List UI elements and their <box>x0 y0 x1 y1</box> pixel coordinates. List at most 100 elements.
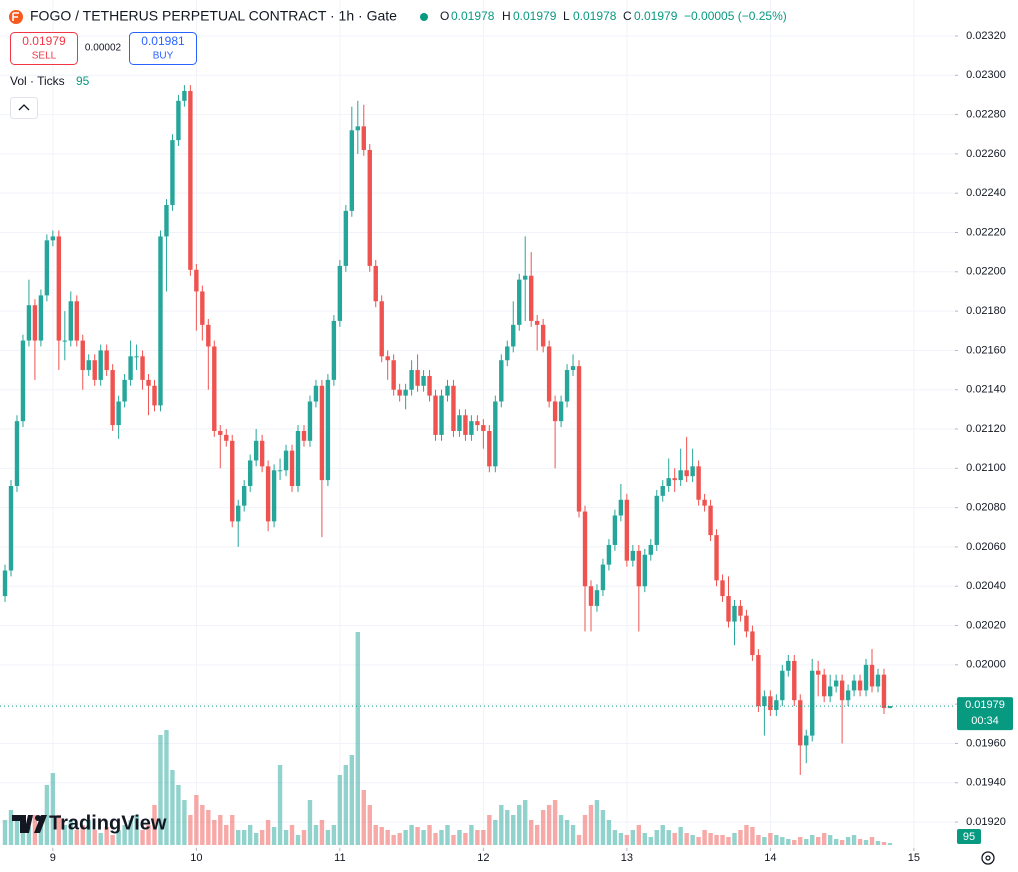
candle-body <box>110 370 115 426</box>
watermark: TradingView <box>12 812 167 834</box>
axes: 0.019200.019400.019600.019800.020000.020… <box>0 30 1006 864</box>
volume-bar <box>86 820 91 845</box>
volume-bar <box>176 785 181 845</box>
volume-bar <box>821 833 827 845</box>
volume-bar <box>224 825 229 845</box>
candle-body <box>648 544 653 555</box>
candle-body <box>821 674 827 697</box>
volume-bar <box>487 815 492 845</box>
candle-body <box>678 470 683 481</box>
candle-body <box>116 401 121 426</box>
candle-body <box>409 370 414 390</box>
volume-bar <box>833 839 839 845</box>
volume-bar <box>427 825 432 845</box>
candle-body <box>690 466 695 477</box>
volume-bar <box>367 805 372 845</box>
candle-body <box>768 696 773 711</box>
candle-body <box>307 401 313 441</box>
y-tick-label: 0.02100 <box>966 462 1006 474</box>
candle-body <box>582 511 588 587</box>
volume-bar <box>140 830 145 845</box>
volume-bar <box>810 835 815 845</box>
ohlc-value: 0.01979 <box>634 9 678 23</box>
volume-bar <box>301 830 307 845</box>
volume-bar <box>391 835 396 845</box>
volume-bar <box>540 810 546 845</box>
volume-bar <box>463 833 468 845</box>
y-tick-label: 0.02020 <box>966 619 1006 631</box>
settings-button[interactable] <box>981 851 995 865</box>
sell-label[interactable]: SELL <box>32 51 57 62</box>
collapse-box[interactable] <box>10 97 38 119</box>
volume-bar <box>594 800 600 845</box>
candle-body <box>815 670 821 675</box>
sell-price[interactable]: 0.01979 <box>22 34 66 48</box>
candle-body <box>325 379 331 481</box>
volume-bar <box>445 825 450 845</box>
candle-body <box>750 631 755 656</box>
volume-bar <box>403 830 408 845</box>
ohlc-label: O <box>440 9 449 23</box>
ohlc-value: 0.01978 <box>451 9 495 23</box>
collapse-button[interactable] <box>10 97 38 119</box>
volume-bar <box>666 830 671 845</box>
volume-bar <box>439 830 444 845</box>
y-tick-label: 0.02300 <box>966 69 1006 81</box>
candle-body <box>642 554 647 587</box>
volume-bar <box>726 837 731 845</box>
volume-bar <box>236 830 241 845</box>
sell-button[interactable]: 0.01979 SELL <box>10 32 78 65</box>
candle-body <box>804 735 809 746</box>
settings-icon-center[interactable] <box>985 855 991 861</box>
x-tick-label: 15 <box>908 852 920 864</box>
volume-bar <box>104 827 109 845</box>
sell-box[interactable] <box>10 32 78 65</box>
volume-bar <box>92 830 97 845</box>
volume-bar <box>122 825 127 845</box>
candle-body <box>241 486 247 506</box>
volume-bar <box>230 815 235 845</box>
candle-body <box>756 655 761 707</box>
volume-bar <box>32 815 38 845</box>
candle-body <box>122 379 127 402</box>
y-tick-label: 0.02040 <box>966 580 1006 592</box>
candle-body <box>833 680 839 687</box>
candle-body <box>68 301 73 341</box>
settings-icon[interactable] <box>981 851 995 865</box>
volume-bar <box>558 815 564 845</box>
candle-body <box>170 140 175 205</box>
candle-body <box>451 385 456 431</box>
candle-body <box>26 305 32 341</box>
volume-bar <box>206 810 211 845</box>
volume-bar <box>630 830 636 845</box>
candle-body <box>403 389 408 396</box>
buy-label[interactable]: BUY <box>153 51 174 62</box>
candle-body <box>319 385 325 481</box>
volume-bar <box>415 827 420 845</box>
buy-price[interactable]: 0.01981 <box>141 34 185 48</box>
volume-bar <box>182 800 187 845</box>
candle-body <box>606 544 612 565</box>
watermark-logo <box>12 815 33 833</box>
candle-body <box>612 515 618 545</box>
candle-body <box>98 350 103 380</box>
volume-bar <box>110 835 115 845</box>
candle-body <box>343 210 349 266</box>
candle-body <box>433 395 438 435</box>
volume-bar <box>708 833 713 845</box>
volume-bar <box>642 833 647 845</box>
volume-bar <box>164 730 169 845</box>
volume-bar <box>68 820 73 845</box>
volume-bar <box>8 810 14 845</box>
candle-body <box>379 301 384 357</box>
buy-button[interactable]: 0.01981 BUY <box>129 32 197 65</box>
volume-bar <box>475 830 480 845</box>
volume-bar <box>792 840 797 845</box>
volume-bar <box>534 825 540 845</box>
collapse-icon[interactable] <box>18 104 30 111</box>
candle-body <box>445 385 450 396</box>
buy-box[interactable] <box>129 32 197 65</box>
candle-body <box>540 324 546 347</box>
volume-badge <box>957 829 981 844</box>
volume-bar <box>457 830 462 845</box>
